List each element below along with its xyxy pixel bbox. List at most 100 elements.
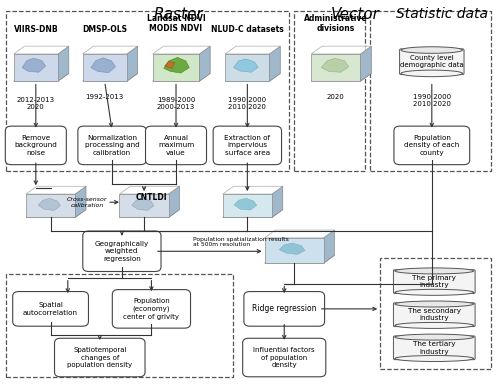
Polygon shape (58, 46, 69, 81)
Ellipse shape (395, 334, 473, 340)
FancyBboxPatch shape (112, 290, 190, 328)
Polygon shape (91, 58, 116, 73)
Polygon shape (168, 186, 179, 218)
Polygon shape (26, 210, 86, 218)
Polygon shape (225, 46, 280, 54)
Polygon shape (14, 54, 58, 81)
Polygon shape (264, 238, 324, 263)
Text: 1989-2000
2000-2013: 1989-2000 2000-2013 (157, 97, 195, 110)
Polygon shape (22, 58, 46, 72)
Text: Population
(economy)
center of grivity: Population (economy) center of grivity (124, 298, 180, 319)
FancyBboxPatch shape (394, 336, 475, 360)
FancyBboxPatch shape (146, 126, 206, 165)
Text: 1992-2013: 1992-2013 (86, 94, 124, 100)
Text: Influential factors
of population
density: Influential factors of population densit… (254, 347, 315, 368)
Text: Population
density of each
county: Population density of each county (404, 135, 460, 156)
Text: 2020: 2020 (327, 94, 345, 100)
FancyBboxPatch shape (83, 231, 161, 272)
FancyBboxPatch shape (244, 292, 324, 326)
Polygon shape (14, 46, 69, 54)
FancyBboxPatch shape (394, 270, 475, 294)
Polygon shape (360, 46, 372, 81)
Polygon shape (26, 186, 86, 194)
FancyBboxPatch shape (400, 49, 464, 74)
Text: Cross-sensor
calibration: Cross-sensor calibration (67, 197, 108, 208)
Polygon shape (264, 255, 334, 263)
FancyBboxPatch shape (394, 303, 475, 327)
Text: Vector: Vector (331, 7, 380, 22)
Text: 2012-2013
2020: 2012-2013 2020 (17, 97, 55, 110)
Polygon shape (152, 46, 210, 54)
Text: Normalization
processing and
calibration: Normalization processing and calibration (84, 135, 140, 156)
Text: The secondary
industry: The secondary industry (408, 308, 461, 321)
Polygon shape (164, 62, 174, 68)
Polygon shape (127, 46, 138, 81)
Ellipse shape (395, 356, 473, 361)
Text: The primary
industry: The primary industry (412, 275, 456, 289)
Polygon shape (270, 46, 280, 81)
Polygon shape (324, 230, 334, 263)
Text: Administrative
divisions: Administrative divisions (304, 14, 368, 33)
Text: The tertiary
industry: The tertiary industry (413, 341, 456, 354)
Text: Ridge regression: Ridge regression (252, 304, 316, 313)
Polygon shape (132, 198, 154, 211)
Ellipse shape (395, 301, 473, 307)
Polygon shape (321, 58, 348, 72)
FancyBboxPatch shape (242, 338, 326, 377)
Text: County level
demographic data: County level demographic data (400, 55, 464, 69)
Text: Extraction of
impervious
surface area: Extraction of impervious surface area (224, 135, 270, 156)
Polygon shape (82, 46, 138, 54)
Text: Spatial
autocorrelation: Spatial autocorrelation (23, 302, 78, 316)
Ellipse shape (401, 47, 462, 53)
Polygon shape (120, 194, 168, 218)
Text: 1990 2000
2010 2020: 1990 2000 2010 2020 (412, 94, 451, 107)
Text: Annual
maximum
value: Annual maximum value (158, 135, 194, 156)
FancyBboxPatch shape (78, 126, 146, 165)
Polygon shape (14, 73, 69, 81)
Polygon shape (312, 54, 360, 81)
Polygon shape (234, 198, 256, 210)
Polygon shape (120, 210, 180, 218)
Polygon shape (120, 186, 180, 194)
Text: Remove
background
noise: Remove background noise (14, 135, 58, 156)
Polygon shape (82, 73, 138, 81)
Text: CNTLDI: CNTLDI (136, 193, 167, 202)
Polygon shape (38, 198, 60, 211)
Ellipse shape (395, 268, 473, 274)
Polygon shape (272, 186, 283, 218)
Polygon shape (152, 54, 200, 81)
Polygon shape (222, 186, 283, 194)
Ellipse shape (395, 289, 473, 295)
Polygon shape (75, 186, 86, 218)
Polygon shape (222, 194, 272, 218)
Text: Spatiotemporal
changes of
population density: Spatiotemporal changes of population den… (67, 347, 132, 368)
Text: VIIRS-DNB: VIIRS-DNB (14, 25, 58, 34)
Polygon shape (312, 73, 372, 81)
Polygon shape (164, 58, 190, 73)
Text: Statistic data: Statistic data (396, 7, 488, 21)
Polygon shape (225, 73, 280, 81)
Polygon shape (264, 230, 334, 238)
Text: Raster: Raster (154, 7, 204, 22)
Ellipse shape (401, 70, 462, 77)
FancyBboxPatch shape (394, 126, 469, 165)
Polygon shape (152, 73, 210, 81)
FancyBboxPatch shape (54, 338, 145, 377)
FancyBboxPatch shape (213, 126, 282, 165)
Polygon shape (280, 243, 305, 254)
Text: Population spatialization results
at 500m resolution: Population spatialization results at 500… (193, 237, 289, 247)
Polygon shape (82, 54, 127, 81)
Polygon shape (200, 46, 210, 81)
Polygon shape (222, 210, 283, 218)
Polygon shape (26, 194, 75, 218)
Polygon shape (312, 46, 372, 54)
Text: 1990 2000
2010 2020: 1990 2000 2010 2020 (228, 97, 266, 110)
FancyBboxPatch shape (12, 292, 88, 326)
Text: Landsat NDVI
MODIS NDVI: Landsat NDVI MODIS NDVI (146, 14, 206, 33)
Text: NLUD-C datasets: NLUD-C datasets (211, 25, 284, 34)
Text: DMSP-OLS: DMSP-OLS (82, 25, 127, 34)
Polygon shape (234, 59, 258, 72)
Text: Geographically
weighted
regression: Geographically weighted regression (95, 241, 149, 262)
Ellipse shape (395, 322, 473, 328)
Polygon shape (225, 54, 270, 81)
